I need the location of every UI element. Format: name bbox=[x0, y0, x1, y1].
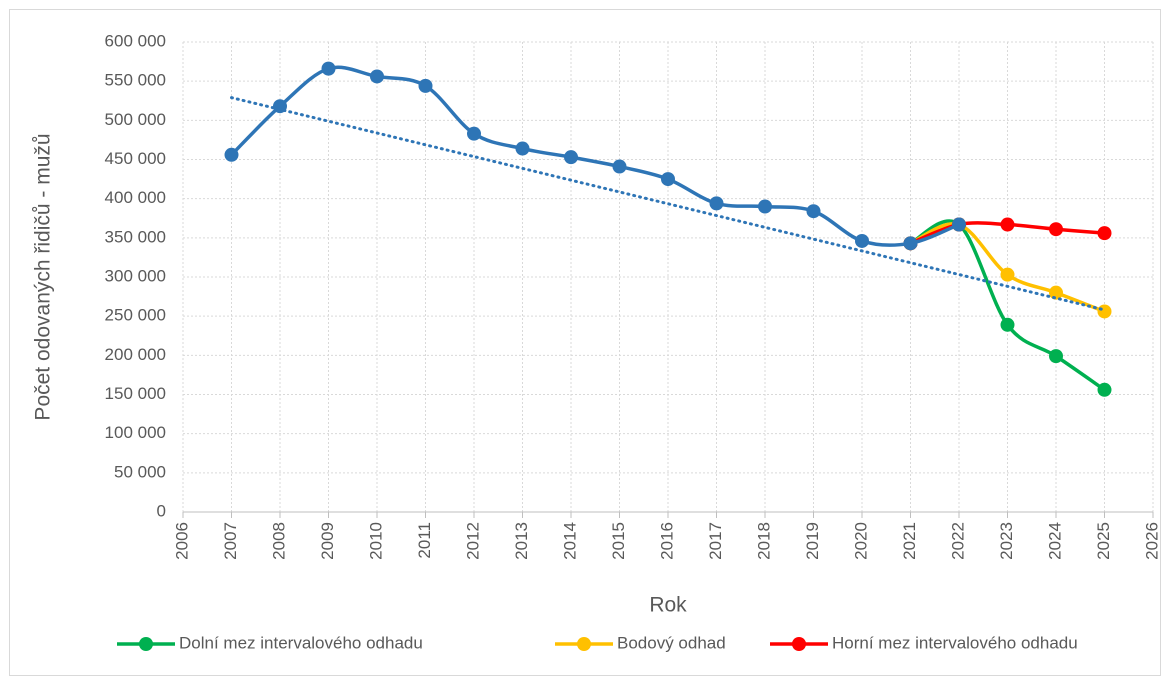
point bbox=[321, 61, 336, 76]
point bbox=[467, 126, 481, 141]
legend-marker bbox=[139, 637, 153, 651]
legend-label: Horní mez intervalového odhadu bbox=[832, 633, 1078, 652]
x-tick-label: 2024 bbox=[1045, 522, 1064, 560]
x-tick-label: 2007 bbox=[221, 522, 240, 560]
point bbox=[1097, 226, 1112, 241]
x-tick-label: 2021 bbox=[900, 522, 919, 560]
x-tick-label: 2026 bbox=[1142, 522, 1161, 560]
point bbox=[1000, 317, 1015, 332]
point bbox=[758, 199, 772, 214]
x-tick-label: 2022 bbox=[948, 522, 967, 560]
point bbox=[952, 217, 966, 232]
x-tick-label: 2013 bbox=[512, 522, 531, 560]
x-tick-label: 2009 bbox=[318, 522, 337, 560]
x-tick-label: 2020 bbox=[851, 522, 870, 560]
y-axis-label: Počet odovaných řidičů - mužů bbox=[32, 133, 55, 420]
trend-line bbox=[230, 96, 1106, 312]
point bbox=[418, 78, 433, 93]
point bbox=[661, 172, 675, 187]
y-tick-label: 350 000 bbox=[105, 227, 166, 246]
point bbox=[1000, 217, 1015, 232]
y-tick-label: 50 000 bbox=[114, 462, 166, 481]
legend-label: Bodový odhad bbox=[617, 633, 726, 652]
y-tick-label: 250 000 bbox=[105, 306, 166, 325]
x-tick-label: 2017 bbox=[706, 522, 725, 560]
point bbox=[903, 236, 918, 251]
series-line bbox=[908, 219, 1107, 392]
x-tick-label: 2025 bbox=[1094, 522, 1113, 560]
x-tick-label: 2006 bbox=[172, 522, 191, 560]
x-tick-label: 2015 bbox=[609, 522, 628, 560]
y-tick-label: 450 000 bbox=[105, 149, 166, 168]
point bbox=[370, 69, 384, 84]
x-tick-label: 2010 bbox=[366, 522, 385, 560]
point bbox=[1097, 382, 1112, 397]
series-line bbox=[229, 65, 961, 247]
point bbox=[612, 159, 627, 174]
point bbox=[224, 147, 239, 162]
point bbox=[1000, 267, 1015, 282]
x-tick-label: 2019 bbox=[803, 522, 822, 560]
y-tick-label: 300 000 bbox=[105, 266, 166, 285]
point bbox=[515, 141, 530, 156]
y-tick-label: 150 000 bbox=[105, 384, 166, 403]
y-tick-label: 0 bbox=[157, 501, 166, 520]
x-tick-label: 2016 bbox=[657, 522, 676, 560]
point bbox=[806, 204, 821, 219]
y-tick-label: 600 000 bbox=[105, 31, 166, 50]
x-tick-label: 2008 bbox=[269, 522, 288, 560]
point bbox=[273, 99, 287, 114]
point bbox=[1049, 285, 1063, 300]
legend-marker bbox=[792, 637, 806, 651]
x-tick-label: 2012 bbox=[463, 522, 482, 560]
point bbox=[709, 196, 724, 211]
y-tick-label: 100 000 bbox=[105, 423, 166, 442]
y-tick-label: 500 000 bbox=[105, 110, 166, 129]
y-tick-label: 550 000 bbox=[105, 71, 166, 90]
point bbox=[1097, 304, 1112, 319]
point bbox=[1049, 349, 1063, 364]
point bbox=[1049, 222, 1063, 237]
legend-marker bbox=[577, 637, 591, 651]
y-tick-label: 200 000 bbox=[105, 345, 166, 364]
x-tick-label: 2023 bbox=[997, 522, 1016, 560]
point bbox=[855, 233, 869, 248]
x-tick-label: 2011 bbox=[415, 522, 434, 559]
x-tick-label: 2018 bbox=[754, 522, 773, 560]
x-axis-label: Rok bbox=[649, 594, 687, 617]
chart-frame bbox=[9, 9, 1161, 676]
x-tick-label: 2014 bbox=[560, 522, 579, 560]
y-tick-label: 400 000 bbox=[105, 188, 166, 207]
legend-label: Dolní mez intervalového odhadu bbox=[179, 633, 423, 652]
point bbox=[564, 150, 578, 165]
